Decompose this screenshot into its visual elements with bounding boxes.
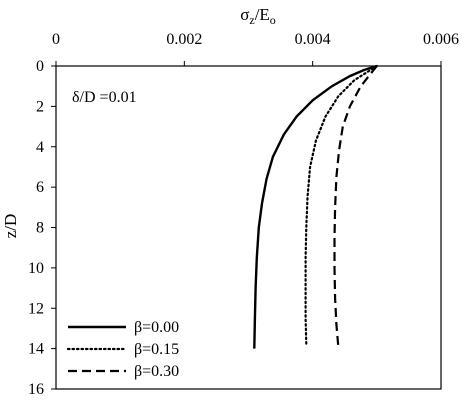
x-axis-title-main: σ: [240, 5, 249, 24]
y-tick-label: 0: [36, 58, 44, 75]
x-tick-label: 0.002: [166, 31, 202, 48]
y-tick-label: 16: [28, 381, 44, 398]
legend-label-2: β=0.30: [134, 363, 179, 380]
y-tick-label: 8: [36, 220, 44, 237]
legend-label-0: β=0.00: [134, 319, 179, 336]
y-tick-label: 10: [28, 260, 44, 277]
x-axis-title-sub-o: o: [270, 13, 276, 27]
series-line-0: [253, 64, 378, 349]
y-axis-title: z/D: [1, 214, 20, 239]
x-axis-title-sub-z: z: [249, 13, 254, 27]
x-ticks: 0 0.002 0.004 0.006: [52, 31, 459, 66]
x-tick-label: 0: [52, 31, 60, 48]
y-tick-label: 4: [36, 139, 44, 156]
y-tick-label: 6: [36, 179, 44, 196]
x-axis-title: σz/Eo: [240, 5, 276, 27]
series-line-1: [304, 64, 378, 346]
y-tick-label: 2: [36, 98, 44, 115]
x-tick-label: 0.006: [423, 31, 459, 48]
plot-frame: [55, 65, 442, 390]
series-group: [253, 64, 378, 349]
legend: β=0.00 β=0.15 β=0.30: [66, 319, 179, 380]
x-axis-title-mid: /E: [255, 5, 270, 24]
series-line-2: [333, 65, 378, 347]
y-ticks: 0 2 4 6 8 10 12 14 16: [28, 58, 56, 398]
y-tick-label: 14: [28, 341, 44, 358]
x-tick-label: 0.004: [295, 31, 331, 48]
y-tick-label: 12: [28, 300, 44, 317]
legend-label-1: β=0.15: [134, 341, 179, 358]
delta-annotation: δ/D =0.01: [72, 89, 137, 106]
